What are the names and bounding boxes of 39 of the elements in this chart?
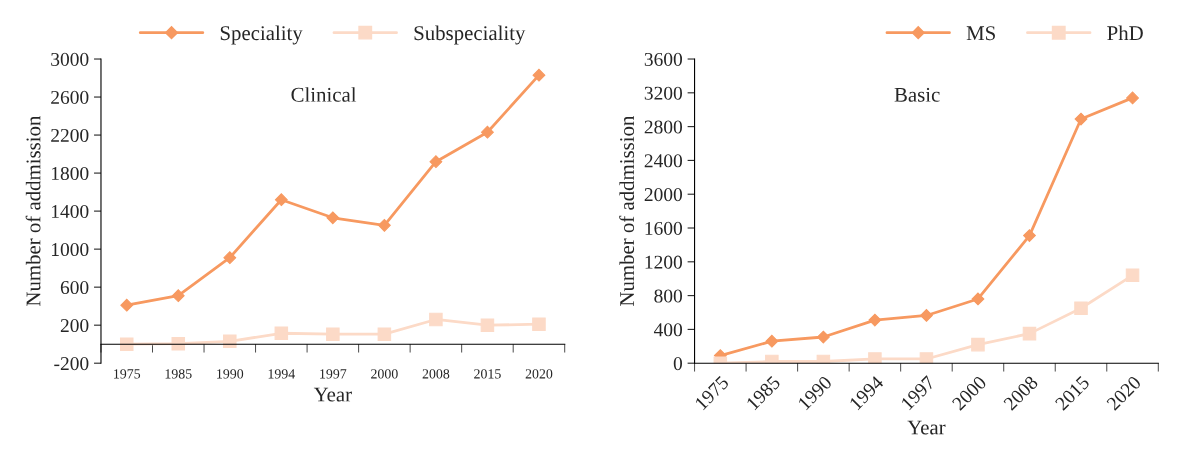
y-axis-title: Number of addmission — [619, 115, 635, 306]
y-tick-label: 3600 — [644, 52, 683, 66]
x-tick-label: 1990 — [797, 375, 833, 411]
y-tick-label: 3200 — [644, 86, 683, 100]
x-tick-label: 2015 — [474, 369, 501, 379]
x-tick-label: 1990 — [217, 369, 244, 379]
y-tick-label: 200 — [60, 318, 89, 333]
x-tick-label: 2000 — [371, 369, 398, 379]
legend-label: Subspeciality — [414, 25, 526, 45]
y-tick-label: 2400 — [644, 154, 683, 168]
y-tick-label: 1200 — [645, 255, 683, 269]
x-axis-title: Year — [313, 387, 352, 402]
y-tick-label: 1600 — [645, 221, 683, 235]
y-tick-label: 2200 — [51, 128, 89, 142]
x-tick-label: 1997 — [320, 369, 347, 379]
y-tick-label: 1800 — [52, 166, 89, 181]
y-tick-label: 0 — [673, 357, 683, 371]
y-tick-label: 3000 — [51, 52, 89, 66]
annotation: Basic — [894, 87, 940, 102]
y-tick-label: 800 — [654, 289, 683, 303]
y-tick-label: 2000 — [644, 188, 683, 202]
y-axis-title: Number of addmission — [25, 115, 41, 306]
y-tick-label: -200 — [54, 357, 89, 371]
y-tick-label: 600 — [60, 280, 89, 295]
x-tick-label: 2020 — [525, 369, 553, 379]
x-tick-label: 1985 — [165, 369, 192, 379]
y-tick-label: 1000 — [52, 242, 89, 257]
annotation: Clinical — [291, 87, 357, 102]
y-tick-label: 400 — [653, 323, 683, 337]
y-tick-label: 1400 — [52, 204, 89, 219]
x-axis-title: Year — [907, 420, 946, 435]
y-tick-label: 2600 — [51, 90, 89, 104]
x-tick-label: 1994 — [268, 369, 295, 379]
legend-label: MS — [966, 26, 995, 41]
x-tick-label: 1975 — [114, 369, 141, 379]
legend-label: Speciality — [220, 25, 303, 45]
y-tick-label: 2800 — [644, 120, 683, 134]
x-tick-label: 2008 — [422, 369, 450, 379]
legend-label: PhD — [1107, 25, 1143, 41]
